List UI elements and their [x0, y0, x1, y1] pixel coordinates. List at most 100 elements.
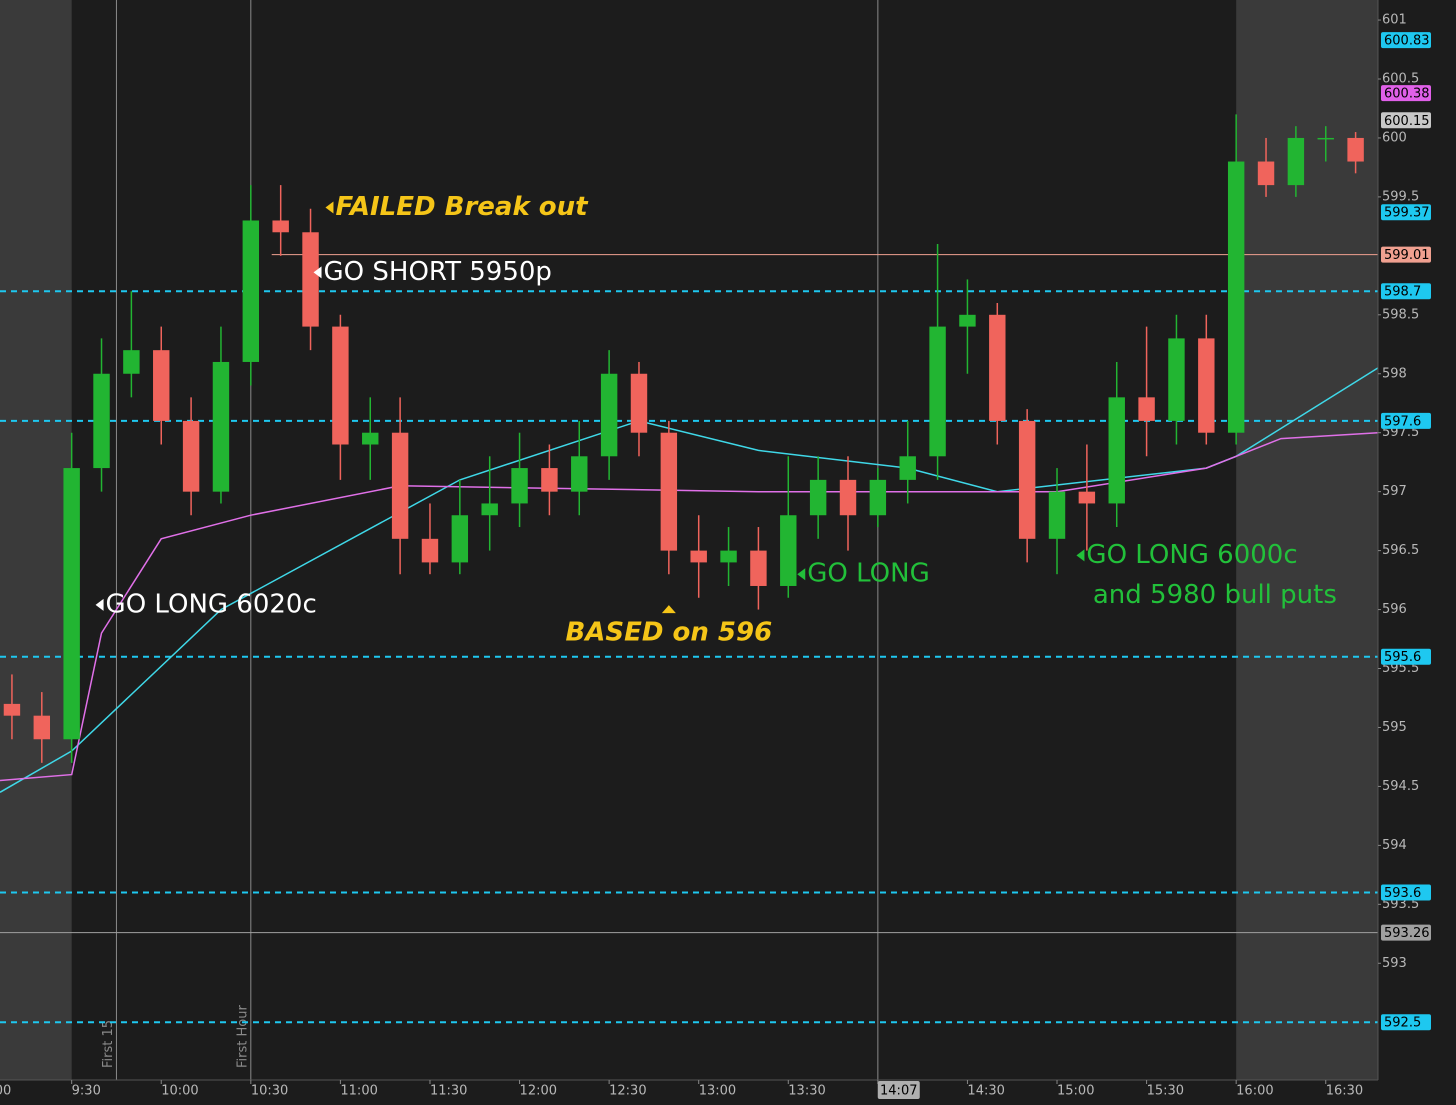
- price-tag: [1381, 884, 1431, 901]
- price-tag-label: 600.83: [1384, 34, 1430, 49]
- candle-body: [481, 503, 498, 516]
- x-tick-label: 14:30: [967, 1084, 1004, 1099]
- price-tag-label: 593.6: [1384, 886, 1421, 901]
- candle-body: [989, 314, 1006, 421]
- candle-body: [242, 220, 260, 362]
- annotation-arrow: [797, 568, 806, 581]
- annotation: GO SHORT 5950p: [324, 257, 552, 287]
- price-tag: [1381, 204, 1431, 221]
- candle-body: [720, 550, 737, 563]
- annotation: and 5980 bull puts: [1093, 580, 1337, 610]
- x-tick-label: 12:30: [609, 1084, 646, 1099]
- candle-body: [1198, 338, 1215, 433]
- annotation-pointer: [661, 605, 676, 614]
- candle-body: [750, 550, 767, 586]
- candle-body: [1317, 137, 1334, 140]
- x-tick-label: 10:30: [251, 1084, 288, 1099]
- annotation: GO LONG: [807, 559, 930, 589]
- candle-body: [1257, 161, 1275, 186]
- candle-body: [302, 232, 319, 327]
- cursor-tag-label: 14:07: [880, 1084, 917, 1099]
- x-tick-label: 10:00: [161, 1084, 198, 1099]
- candle-body: [809, 479, 827, 516]
- price-tag: [1381, 32, 1431, 49]
- candle-body: [421, 538, 439, 563]
- x-tick-label: 15:00: [1057, 1084, 1094, 1099]
- y-tick-label: 597.5: [1382, 425, 1419, 440]
- x-tick-label: 16:30: [1326, 1084, 1363, 1099]
- candle-body: [272, 220, 289, 233]
- x-tick-label: 11:00: [340, 1084, 377, 1099]
- candle-body: [630, 373, 648, 433]
- price-tag-label: 599.37: [1384, 206, 1430, 221]
- y-tick-label: 596.5: [1382, 543, 1419, 558]
- y-tick-label: 598.5: [1382, 307, 1419, 322]
- candle-body: [1227, 161, 1245, 433]
- x-tick-label: 15:30: [1147, 1084, 1184, 1099]
- candle-body: [332, 326, 349, 445]
- annotation: GO LONG 6020c: [106, 589, 317, 619]
- candle-body: [541, 468, 558, 492]
- candle-body: [451, 515, 469, 563]
- y-tick-label: 593: [1382, 956, 1407, 971]
- y-tick-label: 596: [1382, 602, 1407, 617]
- price-tag: [1381, 924, 1431, 941]
- y-tick-label: 598: [1382, 366, 1407, 381]
- price-tag-label: 595.6: [1384, 650, 1421, 665]
- price-tag: [1381, 246, 1431, 263]
- premarket-shade: [0, 0, 72, 1080]
- price-tag-label: 597.6: [1384, 414, 1421, 429]
- annotation-arrow: [95, 598, 104, 611]
- price-tag: [1381, 648, 1431, 665]
- candle-body: [869, 479, 887, 516]
- y-tick-label: 597: [1382, 484, 1407, 499]
- candle-body: [690, 550, 707, 563]
- candle-body: [391, 432, 409, 539]
- price-tag-label: 593.26: [1384, 926, 1430, 941]
- candle-body: [93, 373, 110, 469]
- candle-body: [899, 456, 916, 480]
- candle-body: [571, 456, 588, 492]
- candle-body: [3, 703, 21, 716]
- price-tag-label: 599.01: [1384, 248, 1430, 263]
- annotation: GO LONG 6000c: [1086, 540, 1297, 570]
- price-tag: [1381, 412, 1431, 429]
- price-tag-label: 598.7: [1384, 285, 1421, 300]
- x-tick-label: 16:00: [1236, 1084, 1273, 1099]
- y-tick-label: 601: [1382, 13, 1407, 28]
- candle-body: [959, 314, 976, 327]
- candle-body: [1138, 397, 1155, 421]
- candle-body: [212, 361, 230, 492]
- candle-body: [1287, 137, 1305, 186]
- candle-body: [182, 420, 200, 492]
- candle-body: [929, 326, 946, 457]
- annotation-arrow: [1076, 549, 1085, 562]
- candle-body: [153, 350, 170, 421]
- marker-label: First 15: [101, 1020, 116, 1068]
- price-tag-label: 600.38: [1384, 87, 1430, 102]
- x-tick-label: 11:30: [430, 1084, 467, 1099]
- price-axis-bg: [1378, 0, 1456, 1105]
- annotation-arrow: [325, 201, 334, 214]
- plot-area: First 15 First Hour FAILED Break out GO SHO…: [0, 0, 1378, 1080]
- x-tick-label: 12:00: [520, 1084, 557, 1099]
- candle-body: [839, 479, 857, 516]
- price-tag: [1381, 85, 1431, 102]
- y-tick-label: 599.5: [1382, 189, 1419, 204]
- candle-body: [660, 432, 678, 551]
- price-tag-label: 592.5: [1384, 1016, 1421, 1031]
- y-tick-label: 600.5: [1382, 71, 1419, 86]
- price-tag: [1381, 1014, 1431, 1031]
- candle-body: [1078, 491, 1096, 504]
- annotation: FAILED Break out: [335, 192, 589, 222]
- price-tag: [1381, 283, 1431, 300]
- candle-body: [1048, 491, 1066, 539]
- candle-body: [123, 350, 140, 374]
- cursor-tag: [877, 1081, 920, 1099]
- y-tick-label: 600: [1382, 130, 1407, 145]
- annotation-arrow: [313, 266, 322, 279]
- candle-body: [362, 432, 379, 445]
